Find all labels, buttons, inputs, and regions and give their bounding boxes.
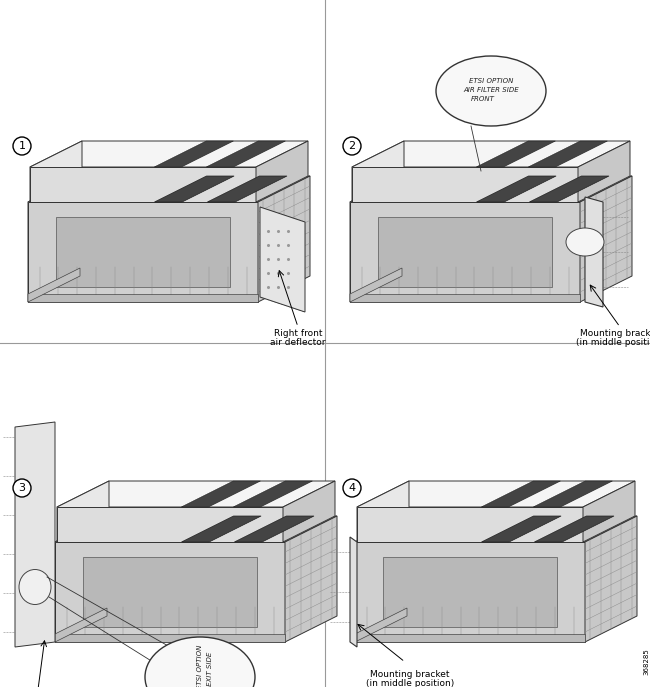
- Polygon shape: [30, 141, 308, 167]
- Polygon shape: [28, 176, 310, 202]
- Polygon shape: [57, 481, 109, 542]
- Polygon shape: [528, 141, 607, 167]
- Text: 3: 3: [18, 483, 25, 493]
- Polygon shape: [533, 481, 612, 507]
- Polygon shape: [155, 176, 234, 202]
- Circle shape: [13, 479, 31, 497]
- Polygon shape: [260, 207, 305, 312]
- Circle shape: [343, 479, 361, 497]
- Polygon shape: [256, 141, 308, 202]
- Ellipse shape: [436, 56, 546, 126]
- Polygon shape: [355, 608, 407, 642]
- Polygon shape: [355, 634, 585, 642]
- Polygon shape: [28, 176, 80, 302]
- Polygon shape: [476, 141, 555, 167]
- Polygon shape: [585, 516, 637, 642]
- Polygon shape: [350, 202, 580, 302]
- Ellipse shape: [145, 637, 255, 687]
- Polygon shape: [233, 481, 313, 507]
- Polygon shape: [181, 481, 261, 507]
- Ellipse shape: [566, 228, 604, 256]
- Polygon shape: [57, 507, 283, 542]
- Polygon shape: [578, 141, 630, 202]
- Text: Right front: Right front: [274, 329, 322, 338]
- Polygon shape: [15, 422, 55, 647]
- Polygon shape: [55, 634, 285, 642]
- Polygon shape: [154, 141, 233, 167]
- Polygon shape: [28, 294, 258, 302]
- Polygon shape: [28, 268, 80, 302]
- Polygon shape: [357, 507, 583, 542]
- Polygon shape: [285, 516, 337, 642]
- Polygon shape: [583, 481, 635, 542]
- Polygon shape: [585, 197, 603, 307]
- Polygon shape: [352, 141, 630, 167]
- Polygon shape: [83, 557, 257, 627]
- Polygon shape: [350, 176, 402, 302]
- Text: TOP-EXIT SIDE: TOP-EXIT SIDE: [207, 652, 213, 687]
- Text: ETSI OPTION: ETSI OPTION: [197, 645, 203, 687]
- Polygon shape: [55, 608, 107, 642]
- Polygon shape: [580, 176, 632, 302]
- Polygon shape: [30, 141, 82, 202]
- Polygon shape: [534, 516, 614, 542]
- Text: 368285: 368285: [643, 649, 649, 675]
- Polygon shape: [529, 176, 609, 202]
- Polygon shape: [476, 176, 556, 202]
- Text: 4: 4: [348, 483, 356, 493]
- Polygon shape: [283, 481, 335, 542]
- Polygon shape: [482, 516, 561, 542]
- Polygon shape: [383, 557, 558, 627]
- Polygon shape: [481, 481, 560, 507]
- Text: ETSI OPTION: ETSI OPTION: [469, 78, 514, 84]
- Polygon shape: [355, 542, 585, 642]
- Polygon shape: [56, 217, 230, 287]
- Polygon shape: [357, 481, 635, 507]
- Polygon shape: [355, 516, 407, 642]
- Text: air deflector: air deflector: [270, 338, 326, 347]
- Text: Mounting bracket: Mounting bracket: [370, 670, 450, 679]
- Polygon shape: [206, 141, 285, 167]
- Polygon shape: [28, 202, 258, 302]
- Polygon shape: [57, 481, 335, 507]
- Text: Mounting bracket: Mounting bracket: [580, 329, 650, 338]
- Polygon shape: [258, 176, 310, 302]
- Polygon shape: [235, 516, 314, 542]
- Polygon shape: [378, 217, 552, 287]
- Polygon shape: [55, 516, 107, 642]
- Text: AIR FILTER SIDE: AIR FILTER SIDE: [463, 87, 519, 93]
- Circle shape: [13, 137, 31, 155]
- Polygon shape: [350, 268, 402, 302]
- Polygon shape: [352, 141, 404, 202]
- Polygon shape: [55, 542, 285, 642]
- Polygon shape: [207, 176, 287, 202]
- Ellipse shape: [19, 570, 51, 605]
- Text: (in middle position): (in middle position): [366, 679, 454, 687]
- Polygon shape: [350, 537, 357, 647]
- Polygon shape: [55, 516, 337, 542]
- Circle shape: [343, 137, 361, 155]
- Polygon shape: [181, 516, 261, 542]
- Text: FRONT: FRONT: [471, 96, 495, 102]
- Polygon shape: [30, 167, 256, 202]
- Polygon shape: [350, 294, 580, 302]
- Text: (in middle position): (in middle position): [576, 338, 650, 347]
- Text: 1: 1: [18, 141, 25, 151]
- Polygon shape: [352, 167, 578, 202]
- Polygon shape: [357, 481, 409, 542]
- Polygon shape: [355, 516, 637, 542]
- Polygon shape: [350, 176, 632, 202]
- Text: 2: 2: [348, 141, 356, 151]
